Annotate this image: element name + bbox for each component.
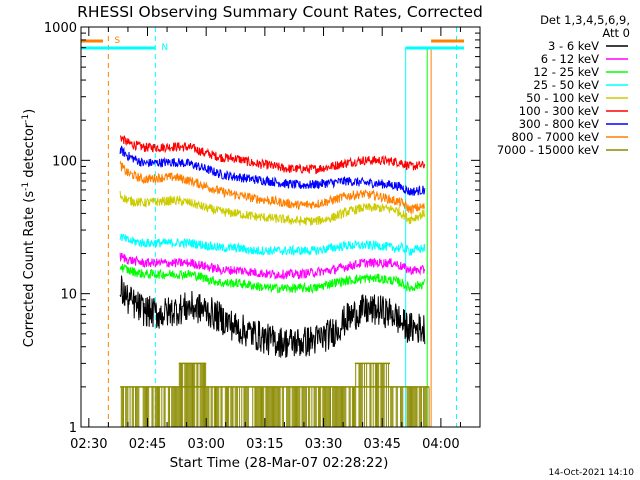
x-tick-label: 02:45 [129,437,166,452]
legend-header-1: Det 1,3,4,5,6,9, [540,13,630,27]
series-attenuator [120,362,430,427]
marker-s-label: S [114,36,120,46]
series-line-50-100-kev [119,191,426,226]
y-tick-label: 100 [52,154,77,169]
y-tick-label: 10 [60,288,77,303]
legend-label: 25 - 50 keV [533,78,599,92]
legend-label: 800 - 7000 keV [511,130,599,144]
plot-frame [80,26,481,428]
y-tick-label: 1000 [44,21,77,36]
x-tick-label: 03:15 [246,437,283,452]
marker-n-label: N [161,43,168,53]
legend-label: 300 - 800 keV [519,117,599,131]
x-tick-label: 03:45 [363,437,400,452]
y-tick-label: 1 [69,421,77,436]
x-tick-label: 04:00 [422,437,459,452]
plot-area: SN [81,27,464,427]
series-line-3-6-kev [119,275,426,358]
legend-label: 12 - 25 keV [533,65,599,79]
y-axis-label-sup2: -1 [21,114,31,123]
series-line-12-25-kev [119,263,426,295]
series-line-100-300-kev [119,135,426,175]
x-tick-label: 03:00 [187,437,224,452]
y-axis-label: Corrected Count Rate (s-1 detector-1) [21,109,37,347]
y-axis-label-base: Corrected Count Rate (s [22,191,37,348]
legend-label: 50 - 100 keV [526,91,599,105]
x-axis: 02:30 02:45 03:00 03:15 03:30 03:45 04:00 [70,27,461,452]
x-tick-label: 03:30 [305,437,342,452]
series-line-300-800-kev [119,145,426,196]
legend-header-2: Att 0 [602,26,630,40]
y-axis-label-sup1: -1 [21,182,31,191]
series-line-800-7000-kev [119,160,426,216]
y-axis: 1 10 100 1000 [44,21,480,436]
legend-label: 100 - 300 keV [519,104,599,118]
x-axis-label: Start Time (28-Mar-07 02:28:22) [170,455,389,471]
legend-label: 3 - 6 keV [548,39,599,53]
y-axis-label-end: ) [22,109,37,114]
legend-label: 6 - 12 keV [541,52,599,66]
footer-date: 14-Oct-2021 14:10 [549,468,635,478]
legend-label: 7000 - 15000 keV [497,143,599,157]
y-axis-label-mid: detector [22,122,37,182]
x-tick-label: 02:30 [70,437,107,452]
series-line-25-50-kev [119,233,426,257]
chart-title: RHESSI Observing Summary Count Rates, Co… [77,3,483,21]
series-line-6-12-kev [119,252,426,281]
